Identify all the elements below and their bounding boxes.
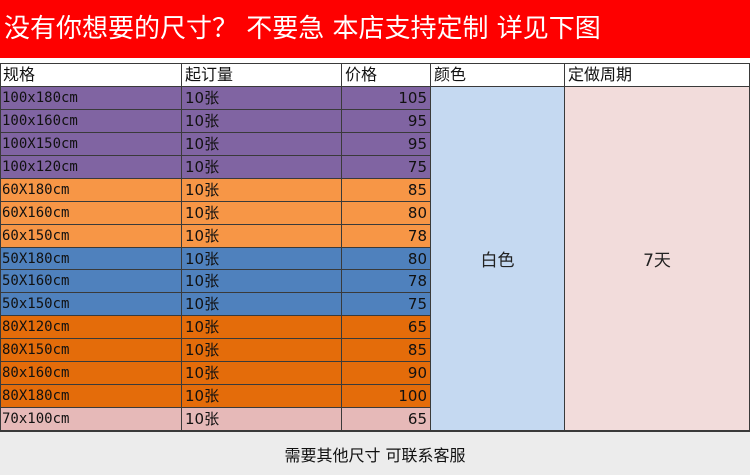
footer-note: 需要其他尺寸 可联系客服	[0, 431, 750, 475]
size-cell: 60X180cm	[0, 179, 182, 202]
size-cell: 60x150cm	[0, 225, 182, 248]
size-cell: 80X180cm	[0, 385, 182, 408]
size-cell: 60X160cm	[0, 202, 182, 225]
min-order-cell: 10张	[182, 156, 342, 179]
price-cell: 80	[342, 248, 431, 270]
min-order-cell: 10张	[182, 362, 342, 385]
min-order-cell: 10张	[182, 248, 342, 270]
min-order-cell: 10张	[182, 202, 342, 225]
price-cell: 78	[342, 270, 431, 293]
size-cell: 80X150cm	[0, 339, 182, 362]
price-cell: 75	[342, 156, 431, 179]
size-cell: 100x180cm	[0, 87, 182, 110]
size-cell: 50X180cm	[0, 248, 182, 270]
min-order-cell: 10张	[182, 110, 342, 133]
price-cell: 78	[342, 225, 431, 248]
lead-time-value: 7天	[565, 87, 750, 431]
price-cell: 85	[342, 179, 431, 202]
size-cell: 100X150cm	[0, 133, 182, 156]
min-order-cell: 10张	[182, 316, 342, 339]
header-size: 规格	[0, 63, 182, 87]
header-color: 颜色	[431, 63, 565, 87]
min-order-cell: 10张	[182, 87, 342, 110]
price-cell: 90	[342, 362, 431, 385]
banner: 没有你想要的尺寸？ 不要急 本店支持定制 详见下图	[0, 0, 750, 58]
header-lead-time: 定做周期	[565, 63, 750, 87]
price-cell: 95	[342, 110, 431, 133]
min-order-cell: 10张	[182, 385, 342, 408]
min-order-cell: 10张	[182, 339, 342, 362]
min-order-cell: 10张	[182, 270, 342, 293]
price-cell: 65	[342, 408, 431, 431]
color-value: 白色	[431, 87, 565, 431]
min-order-cell: 10张	[182, 225, 342, 248]
size-cell: 50x150cm	[0, 293, 182, 316]
size-cell: 80X120cm	[0, 316, 182, 339]
size-cell: 100x160cm	[0, 110, 182, 133]
min-order-cell: 10张	[182, 179, 342, 202]
min-order-cell: 10张	[182, 293, 342, 316]
min-order-cell: 10张	[182, 408, 342, 431]
header-min-order: 起订量	[182, 63, 342, 87]
price-cell: 100	[342, 385, 431, 408]
header-price: 价格	[342, 63, 431, 87]
price-cell: 105	[342, 87, 431, 110]
size-cell: 80x160cm	[0, 362, 182, 385]
price-cell: 65	[342, 316, 431, 339]
price-cell: 85	[342, 339, 431, 362]
price-cell: 80	[342, 202, 431, 225]
price-table: 规格 起订量 价格 颜色 定做周期 100x180cm 10张 105 100x160cm 10张…	[0, 63, 750, 431]
price-cell: 95	[342, 133, 431, 156]
min-order-cell: 10张	[182, 133, 342, 156]
price-cell: 75	[342, 293, 431, 316]
size-cell: 100x120cm	[0, 156, 182, 179]
size-cell: 50X160cm	[0, 270, 182, 293]
size-cell: 70x100cm	[0, 408, 182, 431]
